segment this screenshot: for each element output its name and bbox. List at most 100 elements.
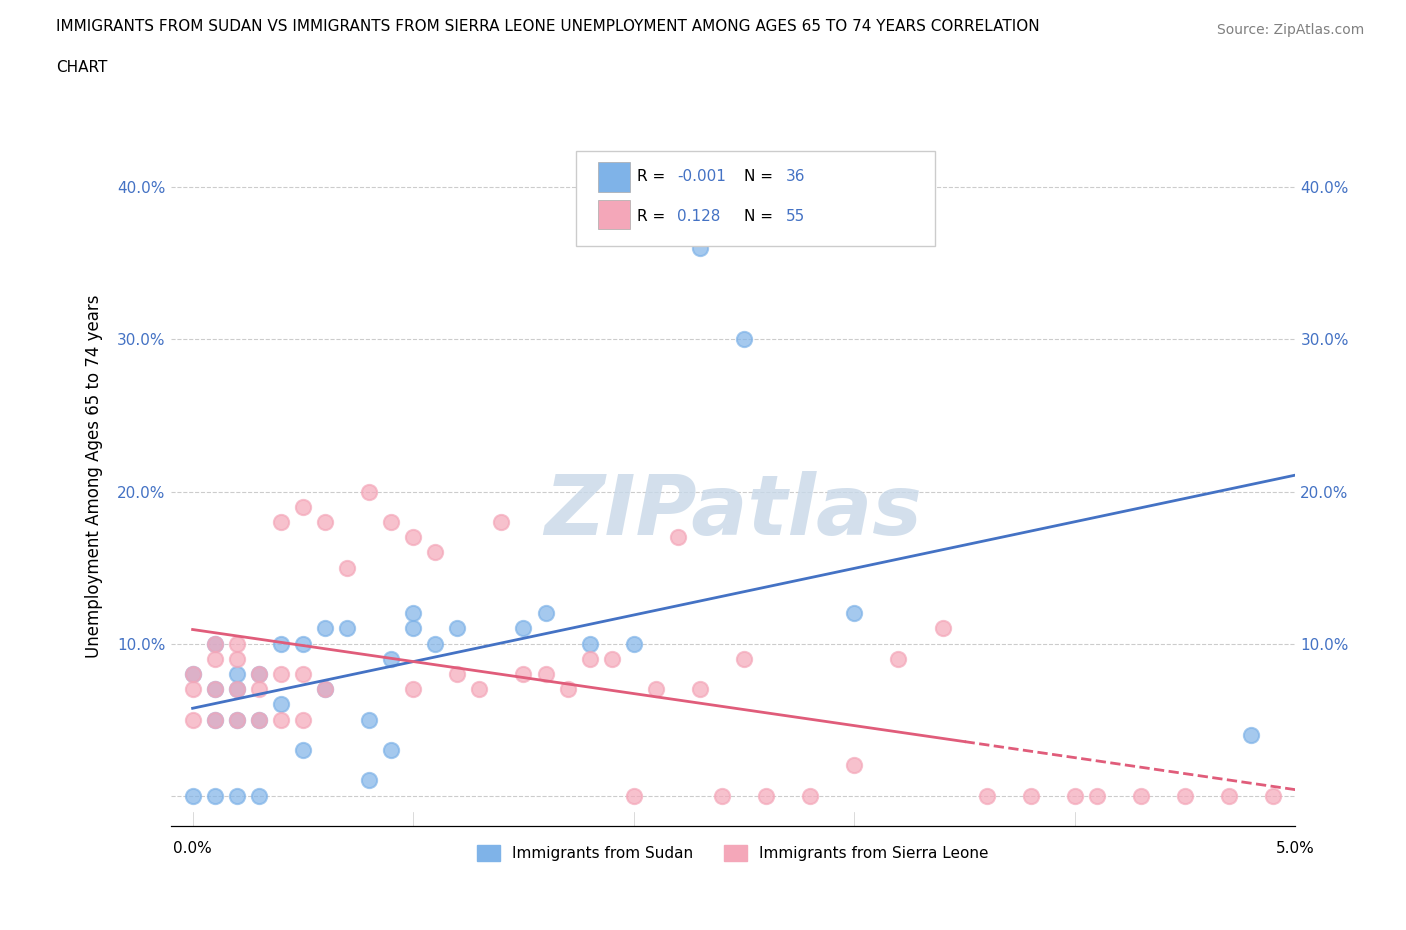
Point xyxy=(270,514,292,529)
FancyBboxPatch shape xyxy=(575,151,935,246)
Point xyxy=(844,758,866,773)
Point xyxy=(799,788,821,803)
Text: CHART: CHART xyxy=(56,60,108,75)
Point xyxy=(204,651,226,666)
Point xyxy=(1174,788,1197,803)
Point xyxy=(512,667,534,682)
Point xyxy=(291,712,314,727)
Point xyxy=(291,742,314,757)
Point xyxy=(357,773,380,788)
Point xyxy=(644,682,666,697)
Point xyxy=(578,636,600,651)
Point xyxy=(181,667,204,682)
Point xyxy=(225,682,247,697)
Point xyxy=(402,621,425,636)
Point xyxy=(270,712,292,727)
Point xyxy=(225,651,247,666)
Text: -0.001: -0.001 xyxy=(676,169,725,184)
Point xyxy=(225,682,247,697)
Text: 0.0%: 0.0% xyxy=(173,842,212,857)
Point xyxy=(1085,788,1108,803)
Point xyxy=(755,788,778,803)
Text: 36: 36 xyxy=(786,169,806,184)
Text: 0.128: 0.128 xyxy=(676,208,720,223)
Text: N =: N = xyxy=(744,208,778,223)
Point xyxy=(291,667,314,682)
Point xyxy=(887,651,910,666)
Point xyxy=(446,621,468,636)
Point xyxy=(225,667,247,682)
Point xyxy=(380,742,402,757)
Point xyxy=(425,545,447,560)
Point xyxy=(402,605,425,620)
Point xyxy=(733,651,755,666)
Point xyxy=(225,712,247,727)
Point xyxy=(314,682,336,697)
Point xyxy=(314,682,336,697)
Point xyxy=(204,636,226,651)
Point xyxy=(446,667,468,682)
Point xyxy=(710,788,733,803)
Point xyxy=(931,621,953,636)
Point xyxy=(512,621,534,636)
Legend: Immigrants from Sudan, Immigrants from Sierra Leone: Immigrants from Sudan, Immigrants from S… xyxy=(471,839,995,868)
Point xyxy=(247,788,270,803)
Point xyxy=(623,636,645,651)
Point xyxy=(666,530,689,545)
Point xyxy=(425,636,447,651)
Point xyxy=(557,682,579,697)
Point xyxy=(181,788,204,803)
Point xyxy=(247,682,270,697)
Y-axis label: Unemployment Among Ages 65 to 74 years: Unemployment Among Ages 65 to 74 years xyxy=(86,295,103,658)
Point xyxy=(336,621,359,636)
Point xyxy=(225,712,247,727)
Point xyxy=(204,788,226,803)
Point xyxy=(291,636,314,651)
Point xyxy=(336,560,359,575)
Point xyxy=(689,241,711,256)
Point xyxy=(204,712,226,727)
Point xyxy=(534,605,557,620)
Point xyxy=(1240,727,1263,742)
Text: ZIPatlas: ZIPatlas xyxy=(544,471,922,551)
Point xyxy=(225,788,247,803)
Text: IMMIGRANTS FROM SUDAN VS IMMIGRANTS FROM SIERRA LEONE UNEMPLOYMENT AMONG AGES 65: IMMIGRANTS FROM SUDAN VS IMMIGRANTS FROM… xyxy=(56,19,1040,33)
FancyBboxPatch shape xyxy=(598,200,630,230)
Point xyxy=(247,667,270,682)
Point xyxy=(534,667,557,682)
Point xyxy=(357,712,380,727)
Point xyxy=(402,682,425,697)
FancyBboxPatch shape xyxy=(598,162,630,192)
Point xyxy=(468,682,491,697)
Point xyxy=(204,682,226,697)
Point xyxy=(314,514,336,529)
Point xyxy=(976,788,998,803)
Point xyxy=(1130,788,1153,803)
Point xyxy=(181,712,204,727)
Point xyxy=(291,499,314,514)
Point xyxy=(1019,788,1042,803)
Text: 55: 55 xyxy=(786,208,806,223)
Point xyxy=(225,636,247,651)
Text: R =: R = xyxy=(637,169,671,184)
Text: N =: N = xyxy=(744,169,778,184)
Point xyxy=(402,530,425,545)
Point xyxy=(844,605,866,620)
Point xyxy=(357,485,380,499)
Point xyxy=(314,621,336,636)
Point xyxy=(1263,788,1285,803)
Point xyxy=(689,682,711,697)
Point xyxy=(1064,788,1087,803)
Point xyxy=(1218,788,1240,803)
Point xyxy=(733,332,755,347)
Text: R =: R = xyxy=(637,208,675,223)
Point xyxy=(270,697,292,711)
Point xyxy=(247,712,270,727)
Point xyxy=(247,712,270,727)
Point xyxy=(600,651,623,666)
Point xyxy=(181,667,204,682)
Point xyxy=(247,667,270,682)
Text: 5.0%: 5.0% xyxy=(1277,842,1315,857)
Point xyxy=(204,636,226,651)
Point xyxy=(270,636,292,651)
